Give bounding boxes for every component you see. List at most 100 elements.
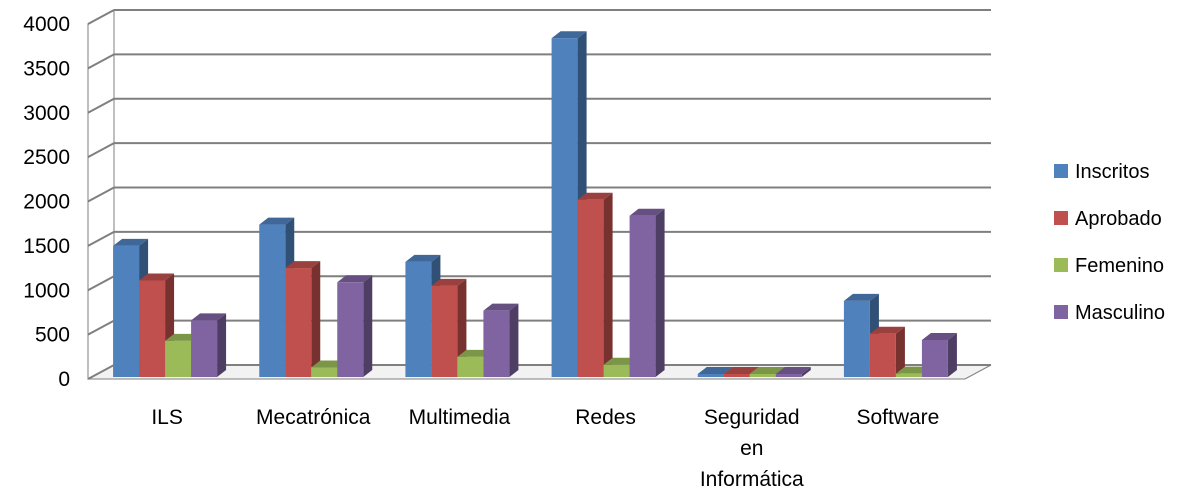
x-category-label: ILS [151, 406, 183, 429]
bar-front [311, 367, 338, 377]
bar-front [603, 364, 630, 377]
bar-side [603, 192, 613, 377]
bar-top [843, 293, 879, 301]
y-tick-label: 3000 [23, 102, 70, 125]
y-tick-label: 2500 [23, 146, 70, 169]
x-category-label: Multimedia [409, 406, 511, 429]
x-category-label: Mecatrónica [256, 406, 371, 429]
y-tick-label: 500 [35, 324, 70, 347]
bar-top [869, 326, 905, 334]
bar-front [405, 261, 432, 377]
legend: Inscritos Aprobado Femenino Masculino [1054, 161, 1165, 324]
bar-top [775, 367, 811, 374]
legend-item: Aprobado [1054, 208, 1162, 230]
legend-swatch [1054, 164, 1068, 178]
bar [431, 278, 467, 377]
legend-swatch [1054, 211, 1068, 225]
bar [337, 275, 373, 377]
bar-top [113, 238, 149, 246]
bar [577, 192, 613, 377]
bar-front [921, 339, 948, 377]
legend-label: Masculino [1075, 302, 1165, 324]
x-axis-category-labels: ILS Mecatrónica Multimedia Redes Seguridad en… [151, 406, 939, 491]
bar [629, 208, 665, 377]
y-tick-label: 1500 [23, 235, 70, 258]
legend-label: Inscritos [1075, 161, 1149, 183]
bar-side [655, 208, 665, 377]
legend-item: Masculino [1054, 302, 1165, 324]
bar-side [895, 326, 905, 377]
bar-top [337, 275, 373, 283]
legend-item: Inscritos [1054, 161, 1149, 183]
bar-top [723, 367, 759, 374]
x-category-label: Redes [575, 406, 636, 429]
bar-top [551, 31, 587, 39]
bar [285, 261, 321, 377]
gridline-side [87, 142, 115, 159]
legend-swatch [1054, 305, 1068, 319]
bar [483, 303, 519, 377]
bar-side [217, 313, 227, 377]
bar-front [191, 320, 218, 377]
legend-item: Femenino [1054, 255, 1164, 277]
gridline-side [87, 364, 115, 380]
bar-front [457, 356, 484, 377]
bar-front [577, 199, 604, 377]
bar-side [801, 367, 811, 377]
bar-top [405, 254, 441, 262]
bar-front [749, 374, 776, 377]
y-tick-label: 0 [58, 368, 70, 391]
bar [921, 332, 957, 377]
y-tick-label: 4000 [23, 13, 70, 36]
legend-label: Femenino [1075, 255, 1164, 277]
bar [191, 313, 227, 377]
x-category-label: Software [856, 406, 939, 429]
legend-label: Aprobado [1075, 208, 1162, 230]
bar-front [869, 333, 896, 377]
y-tick-label: 3500 [23, 57, 70, 80]
bar-front [629, 215, 656, 377]
bar-front [775, 374, 802, 377]
bar-side [947, 332, 957, 377]
bar-top [921, 332, 957, 340]
gridline-side [87, 9, 115, 25]
gridline-side [87, 275, 115, 292]
bar-front [285, 268, 312, 377]
bars [113, 31, 957, 377]
gridline-side [87, 319, 115, 336]
bar-front [551, 38, 578, 377]
bar-top [139, 273, 175, 281]
bar-front [259, 224, 286, 377]
bar-front [165, 340, 192, 377]
bar-top [749, 367, 785, 374]
bar-top [483, 303, 519, 311]
bar-front [483, 310, 510, 377]
gridline-side [87, 97, 115, 114]
bar-front [431, 285, 458, 377]
x-category-label: Seguridad en Informática [700, 406, 804, 491]
bar-side [363, 275, 373, 377]
bar-top [285, 261, 321, 269]
bar-front [895, 373, 922, 377]
bar-front [843, 300, 870, 377]
bar-front [723, 374, 750, 377]
bar-top [259, 217, 295, 225]
bar [869, 326, 905, 377]
bar-front [697, 374, 724, 377]
y-tick-label: 2000 [23, 191, 70, 214]
bar-top [431, 278, 467, 286]
bar [775, 367, 811, 377]
bar-top [697, 367, 733, 374]
gridline-side [87, 230, 115, 247]
legend-swatch [1054, 258, 1068, 272]
bar-side [509, 303, 519, 377]
bar-top [629, 208, 665, 216]
bar-front [337, 282, 364, 377]
bar-front [139, 280, 166, 377]
bar-top [577, 192, 613, 200]
gridline-side [87, 53, 115, 70]
gridline-side [87, 186, 115, 203]
bar-top [191, 313, 227, 321]
bar-front [113, 245, 140, 377]
